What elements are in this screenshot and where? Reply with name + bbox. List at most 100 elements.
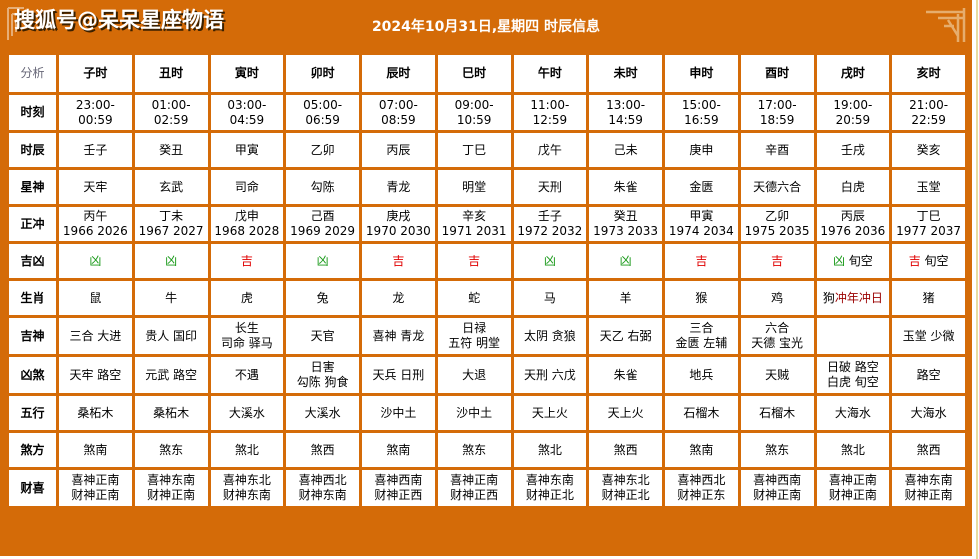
page-edge-divider <box>976 0 978 559</box>
ganzhi-text: 甲寅 <box>689 209 714 223</box>
xiongsha-cell: 天刑 六戊 <box>510 354 590 396</box>
shichen-cell: 甲寅 <box>207 130 287 170</box>
shichen-cell: 乙卯 <box>283 130 362 170</box>
xingshen-cell: 司命 <box>207 167 287 207</box>
jishen-cell: 喜神 青龙 <box>359 315 438 357</box>
line-1: 地兵 <box>689 367 714 382</box>
line-1: 三合 大进 <box>69 328 122 343</box>
line-2: 司命 驿马 <box>220 336 273 350</box>
luck-badge: 凶 <box>165 253 178 268</box>
luck-badge: 吉 <box>695 253 708 268</box>
time-cell: 11:00-12:59 <box>510 92 590 133</box>
luck-badge: 凶 <box>832 253 845 268</box>
caixi-cell: 喜神东南 财神正南 <box>131 467 211 509</box>
line-1: 元武 路空 <box>145 367 198 382</box>
time-cell: 03:00-04:59 <box>207 92 287 133</box>
wuxing-cell: 大溪水 <box>283 393 362 433</box>
row-zhengchong: 正冲 丙午 1966 2026 丁未 1967 2027 戊申 1968 2028 己酉 196… <box>6 204 968 244</box>
row-label: 时刻 <box>6 92 59 133</box>
xiongsha-cell: 天牢 路空 <box>56 354 135 396</box>
jishen-cell: 太阴 贪狼 <box>510 315 590 357</box>
jixiong-cell: 凶 <box>131 241 211 281</box>
line-1: 日害 <box>310 360 335 374</box>
column-header: 丑时 <box>131 52 211 95</box>
line-1: 太阴 贪狼 <box>523 328 576 343</box>
jixiong-cell: 凶 <box>56 241 135 281</box>
caixi-cell: 喜神西南 财神正南 <box>737 467 817 509</box>
zodiac-text: 鼠 <box>89 290 102 305</box>
line-1: 天牢 路空 <box>69 367 122 382</box>
zhengchong-cell: 己酉 1969 2029 <box>283 204 362 244</box>
clash-text: 冲年冲日 <box>834 290 883 305</box>
caixi-cell: 喜神西北 财神正东 <box>662 467 741 509</box>
caishen-text: 财神正南 <box>71 488 120 502</box>
shengxiao-cell: 牛 <box>131 278 211 318</box>
zodiac-text: 蛇 <box>468 290 481 305</box>
zhengchong-cell: 丁巳 1977 2037 <box>889 204 968 244</box>
years-text: 1970 2030 <box>365 224 431 238</box>
years-text: 1969 2029 <box>290 224 356 238</box>
ganzhi-text: 癸丑 <box>613 209 638 223</box>
jixiong-cell: 吉 <box>434 241 514 281</box>
caixi-cell: 喜神西南 财神正西 <box>359 467 438 509</box>
row-xiongsha: 凶煞 天牢 路空 元武 路空 不遇 日害 勾陈 狗食 天兵 日刑 大退 天刑 六戊 朱雀 地兵 天贼日… <box>6 354 968 396</box>
caishen-text: 财神正西 <box>374 488 423 502</box>
row-time: 时刻 23:00-00:59 01:00-02:59 03:00-04:59 05:00… <box>6 92 968 133</box>
luck-badge: 吉 <box>392 253 405 268</box>
caishen-text: 财神东南 <box>298 488 347 502</box>
jishen-cell: 玉堂 少微 <box>889 315 968 357</box>
line-1: 路空 <box>916 367 941 382</box>
column-header: 辰时 <box>359 52 438 95</box>
ganzhi-text: 庚戌 <box>386 209 411 223</box>
wuxing-cell: 大海水 <box>889 393 968 433</box>
xiongsha-cell: 日破 路空 白虎 旬空 <box>813 354 893 396</box>
xingshen-cell: 天德六合 <box>737 167 817 207</box>
xingshen-cell: 金匮 <box>662 167 741 207</box>
wuxing-cell: 石榴木 <box>662 393 741 433</box>
shengxiao-cell: 羊 <box>586 278 665 318</box>
shafang-cell: 煞南 <box>662 430 741 470</box>
column-header: 巳时 <box>434 52 514 95</box>
line-1: 天官 <box>310 328 335 343</box>
wuxing-cell: 天上火 <box>510 393 590 433</box>
caixi-cell: 喜神正南 财神正南 <box>56 467 135 509</box>
line-1: 贵人 国印 <box>145 328 198 343</box>
zhengchong-cell: 戊申 1968 2028 <box>207 204 287 244</box>
caixi-cell: 喜神东北 财神正北 <box>586 467 665 509</box>
column-header: 戌时 <box>813 52 893 95</box>
shichen-cell: 庚申 <box>662 130 741 170</box>
years-text: 1968 2028 <box>214 224 280 238</box>
row-label: 吉神 <box>6 315 59 357</box>
row-xingshen: 星神 天牢 玄武 司命 勾陈 青龙 明堂 天刑 朱雀 金匮 天德六合 白虎 玉堂 <box>6 167 968 207</box>
row-wuxing: 五行 桑柘木 桑柘木 大溪水 大溪水 沙中土 沙中土 天上火 天上火 石榴木 石榴木 大海水 大海水 <box>6 393 968 433</box>
jishen-cell: 天官 <box>283 315 362 357</box>
shafang-cell: 煞西 <box>586 430 665 470</box>
years-text: 1971 2031 <box>441 224 507 238</box>
wuxing-cell: 桑柘木 <box>56 393 135 433</box>
shichen-cell: 壬子 <box>56 130 135 170</box>
ganzhi-text: 丁巳 <box>916 209 941 223</box>
luck-badge: 凶 <box>316 253 329 268</box>
jishen-cell: 日禄 五符 明堂 <box>434 315 514 357</box>
luck-badge: 吉 <box>240 253 253 268</box>
xiongsha-cell: 元武 路空 <box>131 354 211 396</box>
zhengchong-cell: 壬子 1972 2032 <box>510 204 590 244</box>
line-1: 六合 <box>765 321 790 335</box>
jixiong-cell: 凶 <box>283 241 362 281</box>
xiongsha-cell: 地兵 <box>662 354 741 396</box>
column-header: 寅时 <box>207 52 287 95</box>
jishen-cell: 天乙 右弼 <box>586 315 665 357</box>
ganzhi-text: 丁未 <box>159 209 184 223</box>
xishen-text: 喜神西南 <box>753 473 802 487</box>
row-label: 吉凶 <box>6 241 59 281</box>
row-caixi: 财喜 喜神正南 财神正南 喜神东南 财神正南 喜神东北 财神东南 喜神西北 财神东南 喜神西南 财神… <box>6 467 968 509</box>
shengxiao-cell: 虎 <box>207 278 287 318</box>
corner-ornament-left-icon <box>7 7 24 40</box>
xiongsha-cell: 路空 <box>889 354 968 396</box>
wuxing-cell: 沙中土 <box>434 393 514 433</box>
xishen-text: 喜神东北 <box>222 473 271 487</box>
line-1: 喜神 青龙 <box>372 328 425 343</box>
row-shafang: 煞方 煞南 煞东 煞北 煞西 煞南 煞东 煞北 煞西 煞南 煞东 煞北 煞西 <box>6 430 968 470</box>
shengxiao-cell: 兔 <box>283 278 362 318</box>
jixiong-cell: 吉 旬空 <box>889 241 968 281</box>
